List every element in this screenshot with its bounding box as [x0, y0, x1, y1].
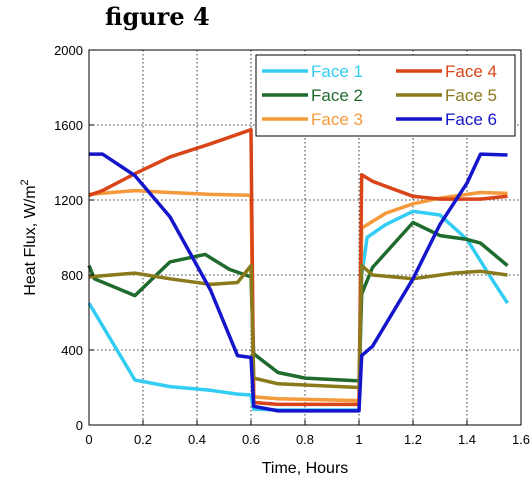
y-tick-label: 400 [61, 343, 83, 358]
x-tick-label: 0.8 [296, 432, 314, 447]
ticks: 0 0.2 0.4 0.6 0.8 1 1.2 1.4 1.6 0 400 800 1200 1600 20… [54, 43, 530, 447]
legend-label-face-5: Face 5 [445, 86, 497, 105]
y-tick-label: 800 [61, 268, 83, 283]
series-line-face-1 [87, 209, 509, 412]
series-line-face-5 [88, 263, 508, 390]
y-tick-label: 0 [76, 418, 83, 433]
y-tick-label: 1200 [54, 193, 83, 208]
legend-label-face-3: Face 3 [311, 110, 363, 129]
y-axis-label-text: Heat Flux, W/m [22, 185, 39, 295]
y-axis-label-superscript: 2 [19, 179, 31, 185]
figure-title: figure 4 [105, 2, 210, 31]
series-line-face-2 [87, 220, 509, 383]
y-tick-label: 1600 [54, 118, 83, 133]
legend: Face 1 Face 4 Face 2 Face 5 Face 3 Face 6 [255, 54, 516, 137]
x-tick-label: 0 [85, 432, 92, 447]
x-axis-label: Time, Hours [262, 460, 349, 477]
series-line-face-3 [88, 188, 508, 403]
y-tick-label: 2000 [54, 43, 83, 58]
x-tick-label: 0.2 [134, 432, 152, 447]
series-lines [87, 127, 509, 413]
series-line-face-6 [89, 152, 508, 413]
legend-label-face-6: Face 6 [445, 110, 497, 129]
x-tick-label: 1.2 [404, 432, 422, 447]
series-line-face-4 [88, 127, 508, 407]
legend-label-face-1: Face 1 [311, 62, 363, 81]
x-tick-label: 0.6 [242, 432, 260, 447]
y-axis-label: Heat Flux, W/m2 [19, 179, 39, 295]
x-tick-label: 1.4 [458, 432, 476, 447]
x-tick-label: 1.6 [512, 432, 530, 447]
x-tick-label: 0.4 [188, 432, 206, 447]
legend-label-face-4: Face 4 [445, 62, 497, 81]
legend-label-face-2: Face 2 [311, 86, 363, 105]
x-tick-label: 1 [355, 432, 362, 447]
